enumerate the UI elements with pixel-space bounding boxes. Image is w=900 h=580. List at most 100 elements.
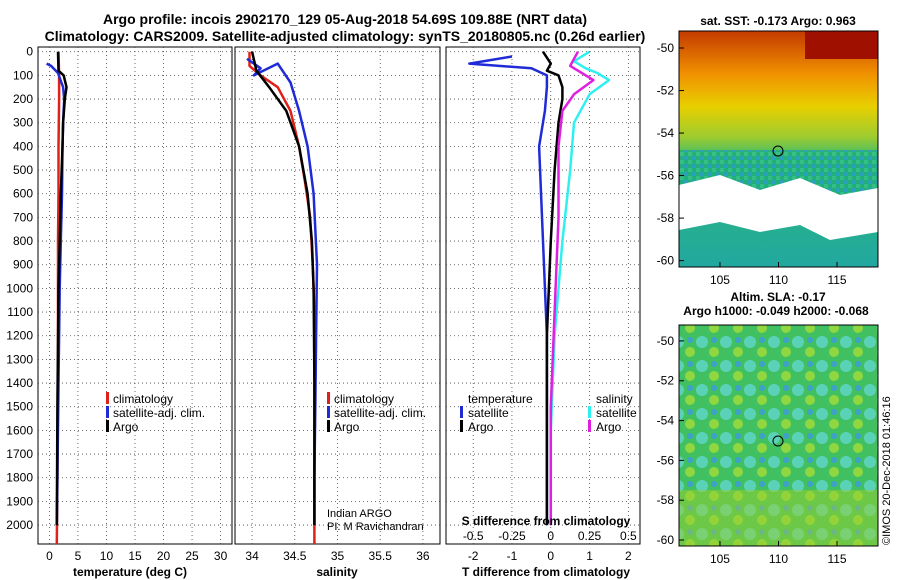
legend-title-temperature: temperature [468,392,533,406]
series-line-argo [250,51,316,526]
map-y-tick-label: -52 [657,84,675,98]
difference-panel: -2 -1 0 1 2 -0.5 -0.25 0 0.25 0.5 S difference f… [445,46,641,579]
t-difference-x-label: T difference from climatology [462,565,630,579]
legend-swatch-argo [106,420,109,432]
sla-map-panel: Altim. SLA: -0.17 Argo h1000: -0.049 h20… [657,290,879,566]
x-tick-label: 35 [331,549,345,563]
legend-label-argo: Argo [334,420,360,434]
depth-tick-label: 1500 [6,400,33,414]
argo-location-marker [772,145,784,157]
series-line-t-argo [541,51,564,526]
sst-map-panel: sat. SST: -0.173 Argo: 0.963 105 110 115 -5… [657,14,879,287]
depth-tick-label: 300 [13,116,33,130]
depth-tick-label: 800 [13,234,33,248]
depth-tick-label: 1800 [6,471,33,485]
s-difference-tick-label: -0.5 [463,529,484,543]
annotation-pi: PI: M Ravichandran [327,521,424,533]
legend-swatch-satellite [106,406,109,418]
legend-label-s-satellite: satellite [596,406,637,420]
x-tick-label: -2 [468,549,479,563]
sst-map-title: sat. SST: -0.173 Argo: 0.963 [700,14,856,28]
s-difference-tick-label: 0.5 [620,529,637,543]
legend-swatch-t-argo [460,420,463,432]
temperature-grid [38,47,232,544]
sst-cloud-gap [679,175,878,240]
depth-tick-label: 100 [13,68,33,82]
map-y-tick-label: -60 [657,254,675,268]
annotation-indian-argo: Indian ARGO [327,508,392,520]
temperature-x-label: temperature (deg C) [73,565,187,579]
x-tick-label: 0 [46,549,53,563]
depth-tick-label: 500 [13,163,33,177]
x-tick-label: 0 [547,549,554,563]
credit-text: ©IMOS 20-Dec-2018 01:46:16 [881,396,893,545]
map-x-tick-label: 105 [710,552,730,566]
x-tick-label: 25 [185,549,199,563]
temperature-tick-labels: 0 5 10 15 20 25 30 [46,549,228,563]
map-y-tick-label: -52 [657,374,675,388]
x-tick-label: 30 [214,549,228,563]
depth-tick-label: 600 [13,187,33,201]
depth-tick-label: 400 [13,139,33,153]
map-x-tick-label: 105 [710,273,730,287]
map-y-tick-label: -58 [657,493,675,507]
depth-tick-label: 700 [13,210,33,224]
argo-location-marker [772,435,784,447]
legend-swatch-t-satellite [460,406,463,418]
legend-label-s-argo: Argo [596,420,622,434]
depth-tick-label: 1000 [6,281,33,295]
sst-map-ticks: 105 110 115 -50 -52 -54 -56 -58 -60 [657,41,847,287]
map-y-tick-label: -54 [657,126,675,140]
salinity-x-label: salinity [316,565,358,579]
sla-map-title: Altim. SLA: -0.17 [730,290,826,304]
s-difference-tick-label: 0.25 [578,529,602,543]
map-x-tick-label: 110 [769,273,788,287]
x-tick-label: 34.5 [283,549,307,563]
x-tick-label: 34 [245,549,259,563]
legend-label-t-satellite: satellite [468,406,509,420]
map-x-tick-label: 115 [827,273,846,287]
map-y-tick-label: -54 [657,414,675,428]
legend-swatch-climatology [327,392,330,404]
x-tick-label: 36 [416,549,430,563]
map-x-tick-label: 115 [827,552,846,566]
temperature-panel: 0100200300400500600700800900100011001200… [6,45,233,579]
s-difference-label: S difference from climatology [462,514,631,528]
x-tick-label: 35.5 [369,549,393,563]
map-x-tick-label: 110 [769,552,788,566]
legend-label-argo: Argo [113,420,139,434]
x-tick-label: 15 [128,549,142,563]
chart-title-line1: Argo profile: incois 2902170_129 05-Aug-… [103,11,587,27]
s-difference-tick-label: -0.25 [498,529,526,543]
depth-tick-label: 900 [13,258,33,272]
depth-tick-label: 1300 [6,352,33,366]
sla-heatmap-shade [679,490,878,546]
difference-legend-salinity: salinity satellite Argo [588,392,637,434]
x-tick-label: 5 [75,549,82,563]
x-tick-label: 1 [586,549,593,563]
salinity-grid [235,47,440,544]
temperature-lines [46,51,68,544]
map-y-tick-label: -58 [657,211,675,225]
depth-tick-label: 1600 [6,423,33,437]
chart-title-line2: Climatology: CARS2009. Satellite-adjuste… [45,28,646,44]
depth-tick-label: 1200 [6,329,33,343]
depth-tick-label: 1400 [6,376,33,390]
difference-legend-temperature: temperature satellite Argo [460,392,533,434]
legend-title-salinity: salinity [596,392,633,406]
legend-label-satellite: satellite-adj. clim. [113,406,205,420]
s-difference-tick-label: 0 [547,529,554,543]
legend-label-climatology: climatology [334,392,394,406]
salinity-legend: climatology satellite-adj. clim. Argo [327,392,426,434]
depth-tick-label: 200 [13,92,33,106]
series-line-argo [55,51,68,526]
depth-tick-labels: 0 100 200 300 400 500 600 700 800 900 1000 1100 1200… [6,45,33,532]
legend-swatch-climatology [106,392,109,404]
salinity-panel: 34 34.5 35 35.5 36 salinity climatology sate… [234,46,441,579]
salinity-tick-labels: 34 34.5 35 35.5 36 [245,549,430,563]
s-difference-tick-labels: -0.5 -0.25 0 0.25 0.5 [463,529,637,543]
legend-swatch-argo [327,420,330,432]
sla-map-subtitle: Argo h1000: -0.049 h2000: -0.068 [683,304,869,318]
salinity-lines [246,51,319,544]
